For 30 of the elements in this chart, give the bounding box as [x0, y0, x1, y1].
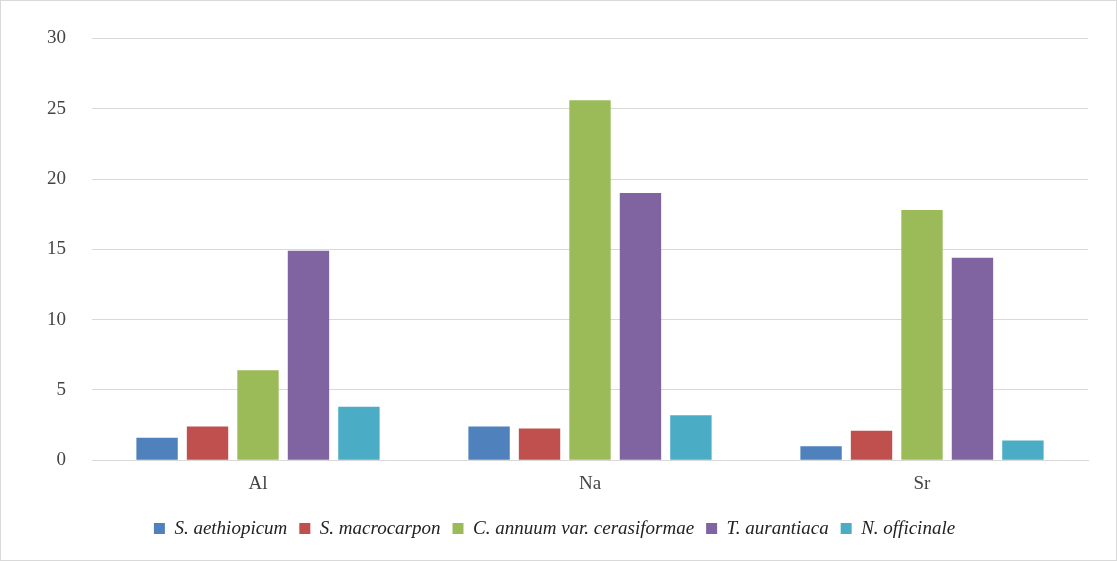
x-tick-label: Sr — [913, 471, 932, 493]
bar — [186, 426, 229, 460]
bar — [1002, 440, 1044, 460]
legend-label: C. annuum var. cerasiformae — [473, 516, 695, 538]
y-tick-label: 25 — [47, 96, 66, 118]
y-tick-label: 30 — [47, 26, 66, 48]
y-tick-label: 15 — [47, 237, 66, 259]
y-tick-label: 10 — [47, 307, 66, 329]
y-tick-label: 20 — [47, 166, 66, 188]
bar — [569, 100, 611, 460]
bar — [136, 437, 178, 460]
legend-label: T. aurantiaca — [726, 516, 829, 538]
bar — [951, 257, 994, 460]
bar — [850, 430, 893, 460]
x-tick-label: Na — [578, 471, 602, 493]
bar — [338, 406, 380, 460]
bar — [468, 426, 510, 460]
bar — [670, 415, 712, 460]
bar — [901, 209, 943, 460]
y-tick-label: 0 — [56, 448, 66, 470]
legend-label: S. macrocarpon — [319, 516, 441, 538]
bar — [287, 250, 330, 460]
bar — [619, 193, 662, 460]
bar — [237, 370, 279, 460]
bar — [800, 446, 842, 460]
legend-label: S. aethiopicum — [174, 516, 288, 538]
x-tick-label: Al — [248, 471, 268, 493]
legend-label: N. officinale — [860, 516, 956, 538]
bar — [518, 428, 561, 460]
y-tick-label: 5 — [56, 377, 66, 399]
